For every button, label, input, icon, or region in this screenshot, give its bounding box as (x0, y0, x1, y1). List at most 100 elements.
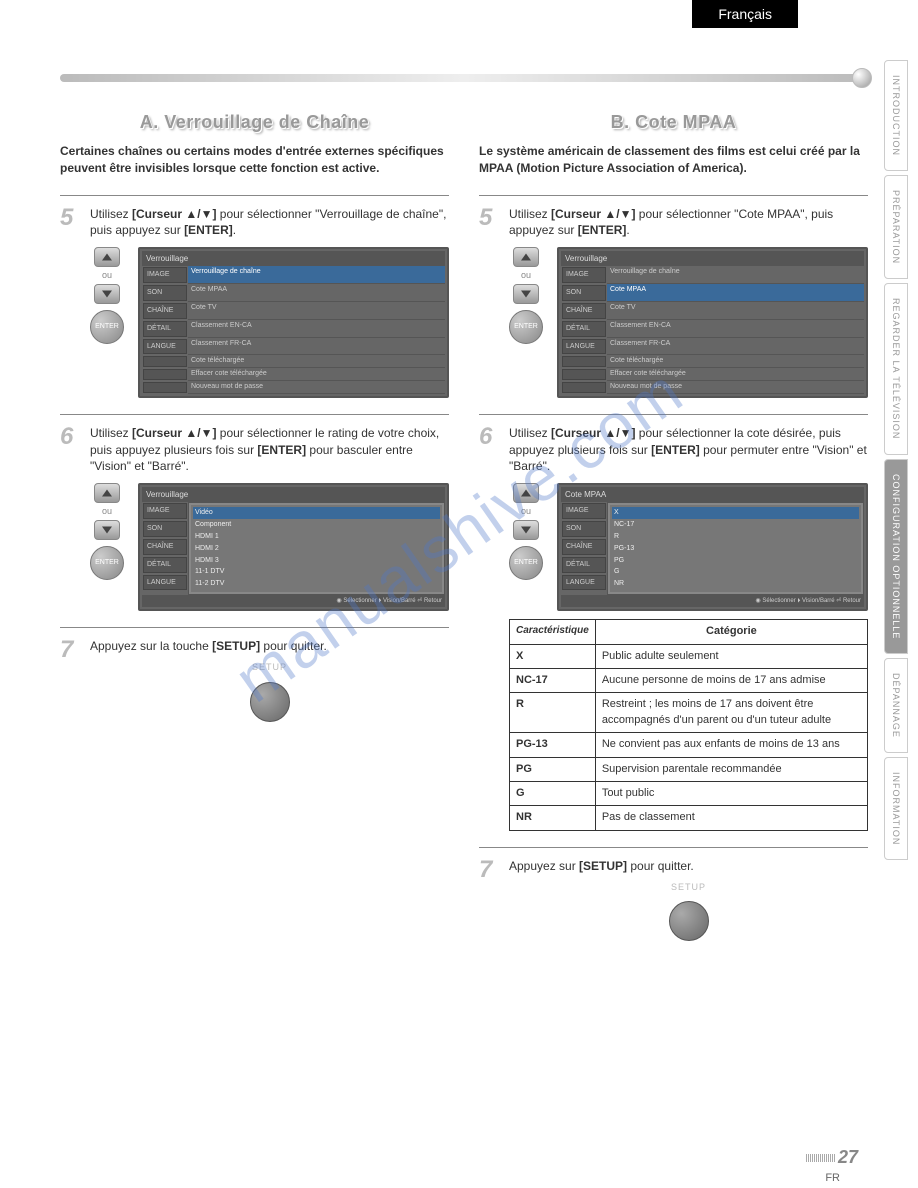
header-circle-icon (852, 68, 872, 88)
rating-desc: Tout public (595, 782, 867, 806)
text: Utilisez (90, 207, 132, 221)
enter-button-icon: ENTER (509, 310, 543, 344)
setup-button-icon (250, 682, 290, 722)
b-step-7: 7 Appuyez sur [SETUP] pour quitter. SETU… (479, 847, 868, 957)
section-a: A. Verrouillage de Chaîne Certaines chaî… (60, 102, 449, 957)
down-arrow-icon (513, 520, 539, 540)
step-number: 5 (479, 206, 499, 398)
key-label: [Curseur ▲/▼] (132, 426, 216, 440)
side-tab[interactable]: CONFIGURATION OPTIONNELLE (884, 459, 908, 654)
key-label: [Curseur ▲/▼] (132, 207, 216, 221)
table-row: XPublic adulte seulement (510, 644, 868, 668)
rating-code: NC-17 (510, 669, 596, 693)
table-head-caract: Caractéristique (510, 620, 596, 644)
table-row: RRestreint ; les moins de 17 ans doivent… (510, 693, 868, 733)
text: . (626, 223, 629, 237)
cursor-buttons: ou ENTER (509, 483, 543, 580)
key-label: [ENTER] (257, 443, 306, 457)
side-tab[interactable]: PRÉPARATION (884, 175, 908, 279)
table-row: NRPas de classement (510, 806, 868, 830)
down-arrow-icon (94, 520, 120, 540)
setup-label: SETUP (252, 661, 287, 674)
or-label: ou (102, 269, 112, 282)
step-number: 7 (60, 638, 80, 721)
rating-code: PG-13 (510, 733, 596, 757)
table-row: PGSupervision parentale recommandée (510, 757, 868, 781)
section-b-intro: Le système américain de classement des f… (479, 143, 868, 177)
table-row: NC-17Aucune personne de moins de 17 ans … (510, 669, 868, 693)
key-label: [ENTER] (578, 223, 627, 237)
text: pour quitter. (260, 639, 327, 653)
text: Appuyez sur la touche (90, 639, 212, 653)
or-label: ou (521, 505, 531, 518)
rating-code: G (510, 782, 596, 806)
rating-code: PG (510, 757, 596, 781)
key-label: [Curseur ▲/▼] (551, 207, 635, 221)
osd-menu-b5: VerrouillageIMAGEVerrouillage de chaîneS… (557, 247, 868, 398)
text: Appuyez sur (509, 859, 579, 873)
side-tab[interactable]: INTRODUCTION (884, 60, 908, 171)
section-b-title: B. Cote MPAA (479, 112, 868, 133)
up-arrow-icon (513, 247, 539, 267)
a-step-7: 7 Appuyez sur la touche [SETUP] pour qui… (60, 627, 449, 737)
key-label: [SETUP] (579, 859, 627, 873)
table-row: PG-13Ne convient pas aux enfants de moin… (510, 733, 868, 757)
text: pour quitter. (627, 859, 694, 873)
rating-desc: Aucune personne de moins de 17 ans admis… (595, 669, 867, 693)
a-step-6: 6 Utilisez [Curseur ▲/▼] pour sélectionn… (60, 414, 449, 628)
b-step-6: 6 Utilisez [Curseur ▲/▼] pour sélectionn… (479, 414, 868, 847)
osd-menu-b6: Cote MPAAIMAGESONCHAÎNEDÉTAILLANGUEXNC-1… (557, 483, 868, 611)
rating-code: NR (510, 806, 596, 830)
section-a-title: A. Verrouillage de Chaîne (60, 112, 449, 133)
up-arrow-icon (513, 483, 539, 503)
osd-menu-a6: VerrouillageIMAGESONCHAÎNEDÉTAILLANGUEVi… (138, 483, 449, 611)
step-number: 6 (479, 425, 499, 831)
enter-button-icon: ENTER (509, 546, 543, 580)
setup-label: SETUP (671, 881, 706, 894)
down-arrow-icon (513, 284, 539, 304)
or-label: ou (102, 505, 112, 518)
side-tab[interactable]: DÉPANNAGE (884, 658, 908, 753)
step-number: 7 (479, 858, 499, 941)
table-row: GTout public (510, 782, 868, 806)
rating-table: Caractéristique Catégorie XPublic adulte… (509, 619, 868, 831)
cursor-buttons: ou ENTER (509, 247, 543, 344)
rating-code: X (510, 644, 596, 668)
up-arrow-icon (94, 247, 120, 267)
key-label: [SETUP] (212, 639, 260, 653)
enter-button-icon: ENTER (90, 310, 124, 344)
or-label: ou (521, 269, 531, 282)
rating-desc: Restreint ; les moins de 17 ans doivent … (595, 693, 867, 733)
up-arrow-icon (94, 483, 120, 503)
rating-desc: Ne convient pas aux enfants de moins de … (595, 733, 867, 757)
text: Utilisez (90, 426, 132, 440)
side-tab[interactable]: REGARDER LA TÉLÉVISION (884, 283, 908, 454)
enter-button-icon: ENTER (90, 546, 124, 580)
step-number: 5 (60, 206, 80, 398)
rating-desc: Public adulte seulement (595, 644, 867, 668)
osd-menu-a5: VerrouillageIMAGEVerrouillage de chaîneS… (138, 247, 449, 398)
a-step-5: 5 Utilisez [Curseur ▲/▼] pour sélectionn… (60, 195, 449, 414)
side-tabs: INTRODUCTION PRÉPARATION REGARDER LA TÉLÉV… (884, 60, 908, 860)
rating-desc: Supervision parentale recommandée (595, 757, 867, 781)
key-label: [ENTER] (651, 443, 700, 457)
text: Utilisez (509, 426, 551, 440)
text: . (233, 223, 236, 237)
cursor-buttons: ou ENTER (90, 247, 124, 344)
section-a-intro: Certaines chaînes ou certains modes d'en… (60, 143, 449, 177)
header-rule (60, 74, 868, 82)
key-label: [ENTER] (184, 223, 233, 237)
rating-desc: Pas de classement (595, 806, 867, 830)
setup-button-icon (669, 901, 709, 941)
text: Utilisez (509, 207, 551, 221)
rating-code: R (510, 693, 596, 733)
side-tab[interactable]: INFORMATION (884, 757, 908, 860)
cursor-buttons: ou ENTER (90, 483, 124, 580)
language-tab: Français (692, 0, 798, 28)
b-step-5: 5 Utilisez [Curseur ▲/▼] pour sélectionn… (479, 195, 868, 414)
key-label: [Curseur ▲/▼] (551, 426, 635, 440)
down-arrow-icon (94, 284, 120, 304)
page-number: 27 (806, 1147, 858, 1168)
step-number: 6 (60, 425, 80, 612)
section-b: B. Cote MPAA Le système américain de cla… (479, 102, 868, 957)
